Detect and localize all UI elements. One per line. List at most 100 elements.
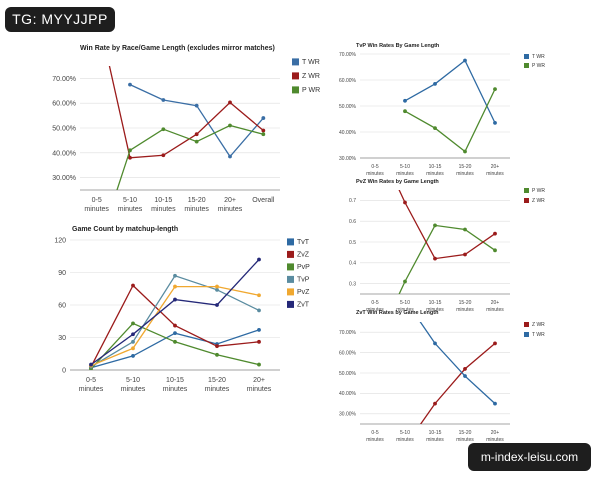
series-line-p-wr <box>116 124 264 190</box>
y-tick-label: 70.00% <box>339 52 357 58</box>
data-point <box>173 284 177 289</box>
data-point <box>131 354 135 358</box>
legend-label: P WR <box>532 188 545 194</box>
data-point <box>228 100 232 105</box>
y-tick-label: 60.00% <box>339 350 357 356</box>
data-point <box>128 82 132 87</box>
legend-label: T WR <box>302 59 320 66</box>
data-point <box>131 332 135 337</box>
data-point <box>161 153 166 158</box>
data-point <box>493 87 497 91</box>
win-rate-chart: Win Rate by Race/Game Length (excludes m… <box>52 45 320 213</box>
legend-label: PvP <box>297 264 310 271</box>
x-tick-label: 10-15 minutes <box>163 377 188 393</box>
data-point <box>261 116 266 120</box>
series-line-z-wr <box>108 66 264 159</box>
legend-label: Z WR <box>302 73 320 80</box>
data-point <box>433 341 437 346</box>
y-tick-label: 0.5 <box>349 240 356 246</box>
legend-swatch <box>292 58 299 66</box>
pvz-winrate-chart: PvZ Win Rates by Game Length 0.3 0.4 0.5 0.6… <box>349 179 545 313</box>
data-point <box>433 126 437 130</box>
data-point <box>403 109 407 114</box>
data-point <box>194 139 199 144</box>
data-point <box>128 148 132 153</box>
legend-swatch <box>524 322 529 327</box>
data-point <box>463 374 467 378</box>
y-tick-label: 30 <box>58 335 66 342</box>
legend-swatch <box>287 288 294 296</box>
data-point <box>493 341 497 346</box>
y-tick-label: 40.00% <box>339 391 357 397</box>
y-tick-label: 40.00% <box>339 130 357 136</box>
chart-title: PvZ Win Rates by Game Length <box>356 179 439 185</box>
series-group <box>419 322 497 424</box>
data-point <box>173 297 177 302</box>
data-point <box>257 293 261 298</box>
data-point <box>257 362 261 367</box>
zvt-winrate-chart: ZvT Win Rates by Game Length 30.00% 40.00%… <box>339 310 545 443</box>
series-line-p-wr <box>404 88 496 153</box>
legend-label: Z WR <box>532 322 545 328</box>
x-tick-label: 5-10 minutes <box>396 300 414 313</box>
data-point <box>131 346 135 351</box>
y-tick-label: 50.00% <box>52 125 76 132</box>
x-tick-label: 5-10 minutes <box>396 164 414 177</box>
chart-title: Game Count by matchup-length <box>72 226 178 233</box>
data-point <box>194 132 199 137</box>
legend-label: ZvT <box>297 302 310 309</box>
x-tick-label: 0-5 minutes <box>84 197 109 213</box>
data-point <box>89 362 93 367</box>
data-point <box>173 331 177 336</box>
y-tick-label: 0 <box>62 367 66 374</box>
legend-label: T WR <box>532 332 545 338</box>
x-tick-label: 10-15 minutes <box>426 300 444 313</box>
data-point <box>433 82 437 86</box>
y-tick-label: 30.00% <box>339 412 357 418</box>
legend-swatch <box>292 72 299 80</box>
y-tick-label: 90 <box>58 270 66 277</box>
legend-swatch <box>292 86 299 94</box>
x-tick-label: 15-20 minutes <box>456 164 474 177</box>
series-line-p-wr <box>398 224 496 294</box>
site-watermark: m-index-leisu.com <box>468 443 591 471</box>
series-line-t-wr <box>404 59 496 124</box>
legend-label: Z WR <box>532 198 545 204</box>
data-point <box>215 344 219 349</box>
legend-swatch <box>524 54 529 59</box>
y-tick-label: 50.00% <box>339 104 357 110</box>
x-tick-label: 15-20 minutes <box>205 377 230 393</box>
y-tick-label: 60 <box>58 302 66 309</box>
data-point <box>128 155 132 160</box>
data-point <box>403 98 407 103</box>
y-tick-label: 0.7 <box>349 198 356 204</box>
y-tick-label: 60.00% <box>52 101 76 108</box>
data-point <box>131 321 135 326</box>
legend-label: TvT <box>297 239 310 246</box>
y-tick-label: 70.00% <box>52 76 76 83</box>
x-tick-label: 20+ minutes <box>486 300 504 313</box>
data-point <box>261 132 266 137</box>
data-point <box>215 284 219 289</box>
series-group <box>89 257 261 370</box>
legend-swatch <box>287 275 294 283</box>
tvp-winrate-chart: TvP Win Rates By Game Length 30.00% 40.00%… <box>339 43 545 177</box>
data-point <box>463 367 467 371</box>
legend-swatch <box>287 300 294 308</box>
chart-title: TvP Win Rates By Game Length <box>356 43 440 49</box>
data-point <box>228 154 232 159</box>
data-point <box>131 283 135 288</box>
data-point <box>173 323 177 328</box>
y-tick-label: 70.00% <box>339 330 357 336</box>
x-tick-label: 15-20 minutes <box>184 197 209 213</box>
data-point <box>215 287 219 292</box>
legend-label: ZvZ <box>297 252 310 259</box>
data-point <box>257 328 261 332</box>
legend-swatch <box>287 263 294 271</box>
data-point <box>173 339 177 344</box>
data-point <box>403 200 407 205</box>
data-point <box>433 401 437 406</box>
data-point <box>257 339 261 344</box>
data-point <box>463 252 467 257</box>
legend-label: T WR <box>532 54 545 60</box>
